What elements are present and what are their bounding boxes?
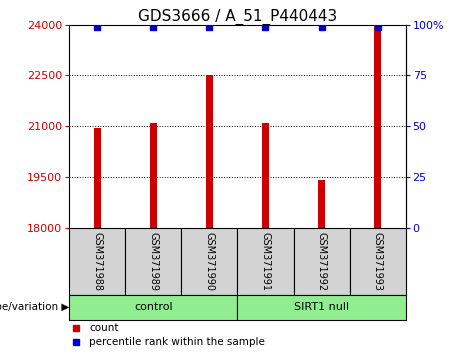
Bar [125,228,181,295]
Bar [206,75,213,228]
Text: GSM371991: GSM371991 [260,232,271,291]
Bar [294,228,349,295]
Text: GSM371990: GSM371990 [204,232,214,291]
Text: GSM371989: GSM371989 [148,232,158,291]
Text: percentile rank within the sample: percentile rank within the sample [89,337,265,347]
Bar [150,123,157,228]
Bar [181,228,237,295]
Text: control: control [134,303,172,313]
Text: GSM371988: GSM371988 [92,232,102,291]
Bar [94,128,100,228]
Bar [69,295,237,320]
Bar [69,228,125,295]
Bar [237,295,406,320]
Bar [374,25,381,228]
Bar [237,228,294,295]
Text: GSM371992: GSM371992 [317,232,326,291]
Text: genotype/variation ▶: genotype/variation ▶ [0,303,69,313]
Text: GSM371993: GSM371993 [372,232,383,291]
Bar [349,228,406,295]
Text: count: count [89,323,119,333]
Text: SIRT1 null: SIRT1 null [294,303,349,313]
Title: GDS3666 / A_51_P440443: GDS3666 / A_51_P440443 [138,8,337,25]
Bar [318,180,325,228]
Bar [262,123,269,228]
